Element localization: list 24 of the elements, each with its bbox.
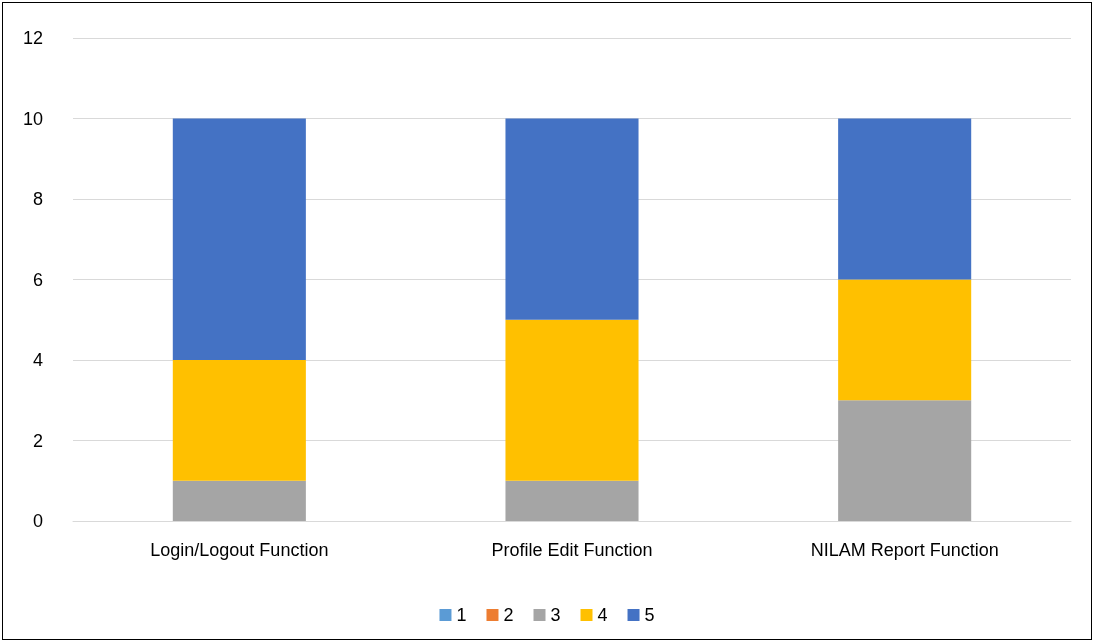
bar [505,118,639,320]
x-tick-label: Login/Logout Function [150,540,329,560]
legend-label: 5 [644,605,655,625]
y-tick-label: 0 [32,511,43,531]
x-tick-label: Profile Edit Function [491,540,653,560]
bar [505,480,639,521]
bar [838,118,972,280]
bar [172,480,306,521]
legend-label: 3 [550,605,561,625]
legend-label: 1 [456,605,467,625]
x-tick-label: NILAM Report Function [810,540,999,560]
y-tick-label: 2 [32,430,43,451]
bar [505,319,639,481]
y-tick-label: 4 [32,350,43,370]
bar [838,279,972,401]
y-tick-label: 10 [22,108,43,129]
y-tick-label: 6 [32,269,43,290]
legend-label: 2 [503,605,514,625]
y-tick-label: 12 [22,28,43,48]
bar [838,400,972,521]
legend-label: 4 [597,605,608,625]
y-tick-label: 8 [32,189,43,209]
bar [172,118,306,360]
bar [172,360,306,481]
